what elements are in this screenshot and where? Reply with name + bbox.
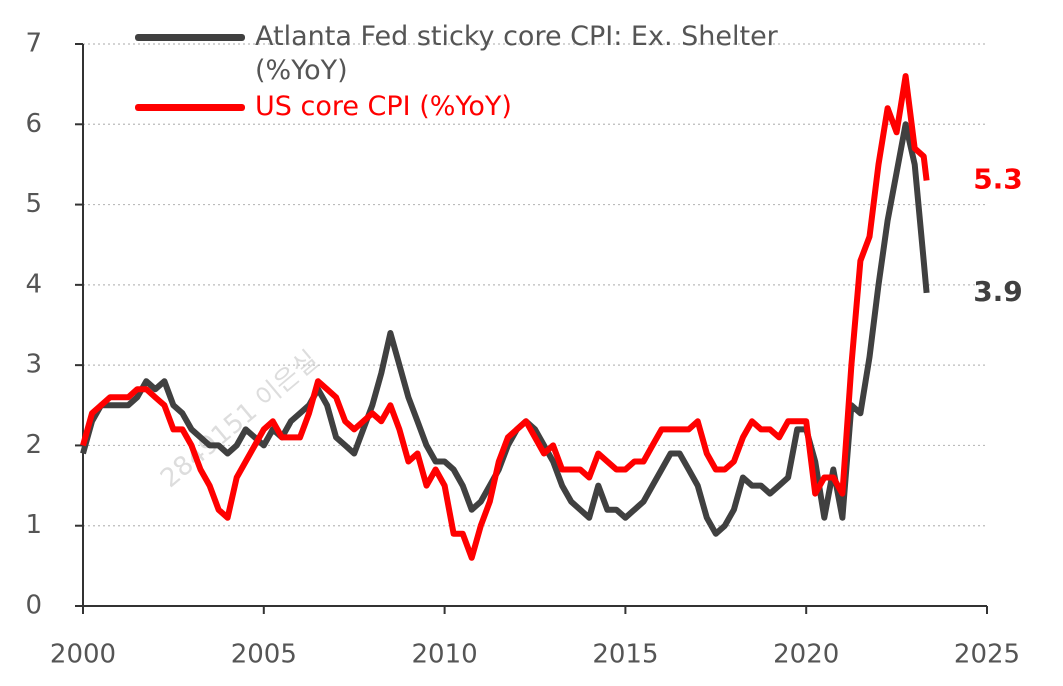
end-label: 5.3 — [973, 162, 1023, 195]
legend-swatch — [135, 104, 245, 111]
legend-label: Atlanta Fed sticky core CPI: Ex. Shelter… — [255, 21, 778, 86]
legend-swatch — [135, 34, 245, 41]
end-label: 3.9 — [973, 275, 1023, 308]
y-tick-label: 0 — [25, 591, 42, 621]
legend-item: Atlanta Fed sticky core CPI: Ex. Shelter… — [135, 20, 855, 88]
legend-label: US core CPI (%YoY) — [255, 91, 512, 122]
x-tick-label: 2000 — [50, 640, 116, 670]
y-tick-label: 2 — [25, 430, 42, 460]
y-tick-label: 4 — [25, 269, 42, 299]
legend: Atlanta Fed sticky core CPI: Ex. Shelter… — [135, 20, 855, 126]
x-tick-label: 2010 — [412, 640, 478, 670]
x-tick-label: 2015 — [592, 640, 658, 670]
y-tick-label: 5 — [25, 189, 42, 219]
x-tick-label: 2005 — [231, 640, 297, 670]
y-tick-label: 3 — [25, 350, 42, 380]
x-tick-label: 2020 — [773, 640, 839, 670]
x-tick-label: 2025 — [954, 640, 1020, 670]
series-line — [80, 121, 930, 537]
legend-item: US core CPI (%YoY) — [135, 90, 855, 124]
y-tick-label: 6 — [25, 109, 42, 139]
series-line — [80, 73, 930, 561]
y-tick-label: 7 — [25, 29, 42, 59]
y-tick-label: 1 — [25, 510, 42, 540]
